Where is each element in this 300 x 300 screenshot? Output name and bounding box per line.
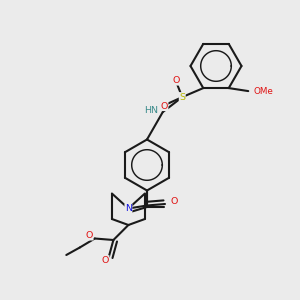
Text: S: S xyxy=(179,93,185,102)
Text: O: O xyxy=(172,76,180,85)
Text: OMe: OMe xyxy=(254,87,273,96)
Text: N: N xyxy=(125,204,132,213)
Text: O: O xyxy=(86,231,93,240)
Text: HN: HN xyxy=(144,106,158,115)
Text: O: O xyxy=(102,256,109,265)
Text: O: O xyxy=(170,197,178,206)
Text: O: O xyxy=(160,102,168,111)
